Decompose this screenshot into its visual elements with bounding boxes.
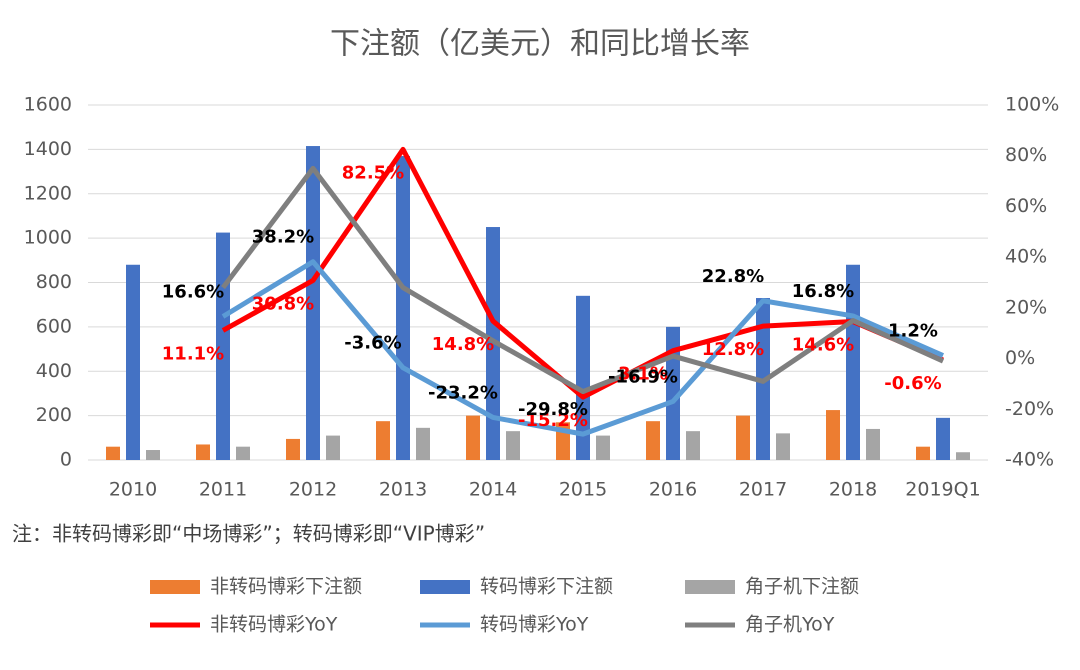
- value-label: -23.2%: [428, 382, 498, 403]
- x-tick-label: 2015: [559, 479, 607, 501]
- value-label: 30.8%: [252, 293, 314, 314]
- bar: [126, 264, 140, 460]
- legend-swatch: [685, 580, 735, 594]
- bar: [666, 326, 680, 460]
- value-label: 14.6%: [792, 335, 854, 356]
- value-label: -16.9%: [608, 366, 678, 387]
- bar: [236, 446, 250, 460]
- bar: [596, 435, 610, 460]
- value-label: 22.8%: [702, 266, 764, 287]
- y-tick-label: 1200: [24, 182, 72, 204]
- y-tick-label: 200: [36, 404, 72, 426]
- bar: [326, 435, 340, 460]
- value-label: -3.6%: [344, 333, 401, 354]
- bar: [196, 444, 210, 460]
- bar: [286, 438, 300, 460]
- legend-label: 转码博彩YoY: [480, 614, 589, 636]
- line: [221, 259, 945, 437]
- y2-tick-label: 20%: [1005, 296, 1047, 318]
- value-label: 82.5%: [342, 162, 404, 183]
- value-label: 11.1%: [162, 343, 224, 364]
- value-label: 12.8%: [702, 339, 764, 360]
- note: 注：非转码博彩即“中场博彩”；转码博彩即“VIP博彩”: [12, 522, 485, 546]
- x-tick-label: 2016: [649, 479, 697, 501]
- y-tick-label: 1400: [24, 138, 72, 160]
- y-tick-label: 800: [36, 271, 72, 293]
- value-label: -15.2%: [518, 410, 588, 431]
- y2-tick-label: -40%: [1005, 449, 1054, 471]
- value-label: -29.8%: [518, 399, 588, 420]
- bar: [916, 446, 930, 460]
- y2-tick-label: 0%: [1005, 347, 1035, 369]
- y2-tick-label: 40%: [1005, 246, 1047, 268]
- legend-swatch: [420, 580, 470, 594]
- chart-title: 下注额（亿美元）和同比增长率: [330, 27, 750, 62]
- x-tick-label: 2014: [469, 479, 517, 501]
- bar: [146, 450, 160, 460]
- bar: [736, 415, 750, 460]
- legend-label: 非转码博彩下注额: [210, 576, 362, 598]
- y2-tick-label: 60%: [1005, 195, 1047, 217]
- x-tick-label: 2018: [829, 479, 877, 501]
- legend-label: 角子机下注额: [745, 576, 859, 598]
- bar: [866, 428, 880, 460]
- value-label: 14.8%: [432, 334, 494, 355]
- bar: [646, 421, 660, 460]
- bar: [956, 452, 970, 460]
- bar: [216, 232, 230, 460]
- legend-label: 非转码博彩YoY: [210, 614, 338, 636]
- x-tick-label: 2012: [289, 479, 337, 501]
- value-label: 16.8%: [792, 281, 854, 302]
- value-label: 16.6%: [162, 281, 224, 302]
- bar: [376, 421, 390, 460]
- bar: [416, 427, 430, 460]
- bar: [686, 431, 700, 460]
- legend-label: 转码博彩下注额: [480, 576, 613, 598]
- y-tick-label: 0: [60, 449, 72, 471]
- x-tick-label: 2017: [739, 479, 787, 501]
- line: [221, 165, 945, 395]
- bar: [106, 446, 120, 460]
- legend-label: 角子机YoY: [745, 614, 835, 636]
- x-tick-label: 2019Q1: [905, 479, 980, 501]
- y2-tick-label: 80%: [1005, 144, 1047, 166]
- bar: [776, 433, 790, 460]
- x-tick-label: 2010: [109, 479, 157, 501]
- value-label: 3.1%: [618, 364, 668, 385]
- value-label: 38.2%: [252, 227, 314, 248]
- y2-tick-label: -20%: [1005, 398, 1054, 420]
- bar: [466, 415, 480, 460]
- legend-swatch: [150, 580, 200, 594]
- x-tick-label: 2011: [199, 479, 247, 501]
- y2-tick-label: 100%: [1005, 94, 1059, 116]
- y-tick-label: 600: [36, 315, 72, 337]
- bar: [576, 295, 590, 460]
- bar: [306, 146, 320, 460]
- bar: [936, 417, 950, 460]
- x-tick-label: 2013: [379, 479, 427, 501]
- line: [221, 146, 944, 400]
- y-tick-label: 400: [36, 360, 72, 382]
- value-label: 1.2%: [888, 321, 938, 342]
- bar: [396, 156, 410, 460]
- bar: [826, 410, 840, 460]
- bar: [506, 431, 520, 460]
- y-tick-label: 1600: [24, 94, 72, 116]
- value-label: -0.6%: [884, 373, 941, 394]
- y-tick-label: 1000: [24, 227, 72, 249]
